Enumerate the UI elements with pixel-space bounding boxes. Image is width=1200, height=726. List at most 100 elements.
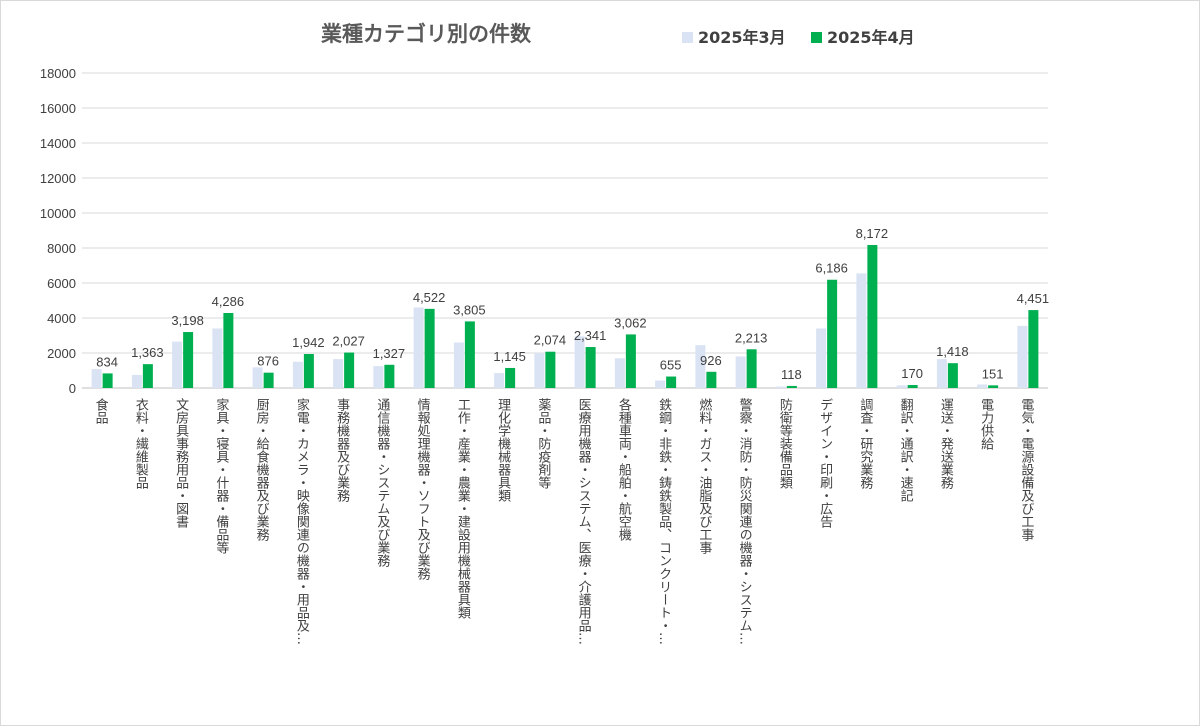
bar-2025-04 xyxy=(384,364,395,388)
bar-2025-03 xyxy=(292,361,303,388)
data-label: 151 xyxy=(982,366,1004,381)
bar-2025-04 xyxy=(344,352,355,388)
y-tick-label: 8000 xyxy=(47,241,76,256)
x-category-label: 翻訳・通訳・速記 xyxy=(898,398,914,502)
bars xyxy=(91,244,1039,388)
bar-2025-03 xyxy=(252,367,263,388)
legend-swatch-march xyxy=(682,32,693,43)
data-label: 655 xyxy=(660,358,682,373)
x-category-label: 家具・寝具・什器・備品等 xyxy=(213,397,229,554)
x-category-label: 厨房・給食機器及び業務 xyxy=(254,398,270,542)
bar-2025-03 xyxy=(1017,325,1028,388)
x-category-label: 理化学機械器具類 xyxy=(495,398,511,502)
data-label: 1,145 xyxy=(493,349,526,364)
bar-2025-04 xyxy=(746,349,757,388)
x-category-label: 運送・発送業務 xyxy=(938,398,954,490)
data-label: 118 xyxy=(781,367,802,382)
x-category-label: 医療用機器・システム、医療・介護用品… xyxy=(576,398,592,645)
y-tick-label: 12000 xyxy=(40,171,76,186)
bar-2025-03 xyxy=(131,374,142,388)
bar-2025-04 xyxy=(303,354,314,388)
chart-title: 業種カテゴリ別の件数 xyxy=(321,22,532,46)
data-label: 2,213 xyxy=(735,330,768,345)
bar-2025-03 xyxy=(333,359,344,388)
data-label: 4,451 xyxy=(1017,291,1050,306)
bar-2025-04 xyxy=(827,279,838,388)
data-label: 834 xyxy=(96,354,118,369)
x-category-label: 調査・研究業務 xyxy=(857,398,873,490)
legend-swatch-april xyxy=(811,32,822,43)
data-label: 876 xyxy=(257,354,279,369)
bar-2025-03 xyxy=(856,273,867,388)
y-tick-label: 4000 xyxy=(47,311,76,326)
bar-2025-03 xyxy=(91,369,102,388)
legend-label-april: 2025年4月 xyxy=(827,28,915,47)
bar-2025-03 xyxy=(896,385,907,388)
bar-2025-03 xyxy=(816,328,827,388)
data-label: 3,198 xyxy=(171,313,204,328)
legend: 2025年3月 2025年4月 xyxy=(682,28,915,47)
data-labels: 834 1,363 3,198 4,286 876 1,942 2,027 1,327 4,52… xyxy=(96,226,1049,382)
data-label: 170 xyxy=(901,366,923,381)
bar-2025-04 xyxy=(706,371,717,388)
x-category-label: 各種車両・船舶・航空機 xyxy=(616,397,632,541)
y-tick-label: 0 xyxy=(69,381,76,396)
bar-2025-04 xyxy=(786,385,797,388)
bar-2025-03 xyxy=(936,359,947,388)
x-category-label: デザイン・印刷・広告 xyxy=(817,398,833,528)
bar-2025-04 xyxy=(666,376,677,388)
data-label: 3,805 xyxy=(453,302,486,317)
x-category-label: 情報処理機器・ソフト及び業務 xyxy=(415,398,431,581)
data-label: 4,522 xyxy=(413,290,446,305)
data-label: 2,027 xyxy=(332,334,365,349)
y-tick-label: 2000 xyxy=(47,346,76,361)
bar-2025-03 xyxy=(212,328,223,388)
bar-2025-04 xyxy=(263,372,274,388)
data-label: 926 xyxy=(700,353,722,368)
data-label: 6,186 xyxy=(815,261,848,276)
bar-2025-04 xyxy=(102,373,113,388)
bar-2025-04 xyxy=(142,364,153,388)
bar-2025-03 xyxy=(172,341,183,388)
x-category-label: 家電・カメラ・映像関連の機器・用品及… xyxy=(294,397,310,645)
bar-2025-04 xyxy=(545,351,556,388)
x-category-label: 警察・消防・防災関連の機器・システム… xyxy=(737,397,753,645)
x-category-label: 鉄鋼・非鉄・鋳鉄製品、コンクリート・… xyxy=(656,398,672,645)
bar-2025-04 xyxy=(223,312,234,388)
bar-2025-03 xyxy=(534,353,545,388)
bar-2025-03 xyxy=(735,356,746,388)
y-tick-label: 10000 xyxy=(40,206,76,221)
bar-2025-03 xyxy=(655,380,666,388)
data-label: 2,341 xyxy=(574,328,607,343)
data-label: 4,286 xyxy=(212,294,245,309)
bar-2025-04 xyxy=(625,334,636,388)
bar-2025-04 xyxy=(464,321,475,388)
bar-2025-04 xyxy=(988,385,999,388)
data-label: 8,172 xyxy=(856,226,889,241)
x-category-label: 事務機器及び業務 xyxy=(334,398,350,503)
bar-2025-04 xyxy=(947,363,958,388)
x-category-label: 衣料・繊維製品 xyxy=(133,397,149,489)
x-axis: 食品 衣料・繊維製品 文房具事務用品・図書 家具・寝具・什器・備品等 厨房・給食機器及び… xyxy=(93,397,1034,645)
data-label: 2,074 xyxy=(534,333,567,348)
bar-2025-04 xyxy=(424,308,435,388)
bar-2025-04 xyxy=(183,332,194,388)
bar-2025-03 xyxy=(494,373,505,388)
y-tick-label: 14000 xyxy=(40,136,76,151)
y-tick-label: 16000 xyxy=(40,101,76,116)
data-label: 1,363 xyxy=(131,345,164,360)
x-category-label: 防衛等装備品類 xyxy=(777,397,793,489)
bar-2025-03 xyxy=(574,336,585,388)
bar-2025-03 xyxy=(775,386,786,388)
data-label: 1,327 xyxy=(373,346,406,361)
y-axis: 0 2000 4000 6000 8000 10000 12000 14000 16000 180… xyxy=(40,66,76,396)
bar-2025-04 xyxy=(1028,310,1039,388)
x-category-label: 電気・電源設備及び工事 xyxy=(1018,398,1034,541)
gridlines xyxy=(82,72,1048,389)
data-label: 1,418 xyxy=(936,344,969,359)
bar-2025-04 xyxy=(505,367,516,388)
bar-2025-03 xyxy=(977,384,988,388)
bar-2025-03 xyxy=(614,358,625,388)
